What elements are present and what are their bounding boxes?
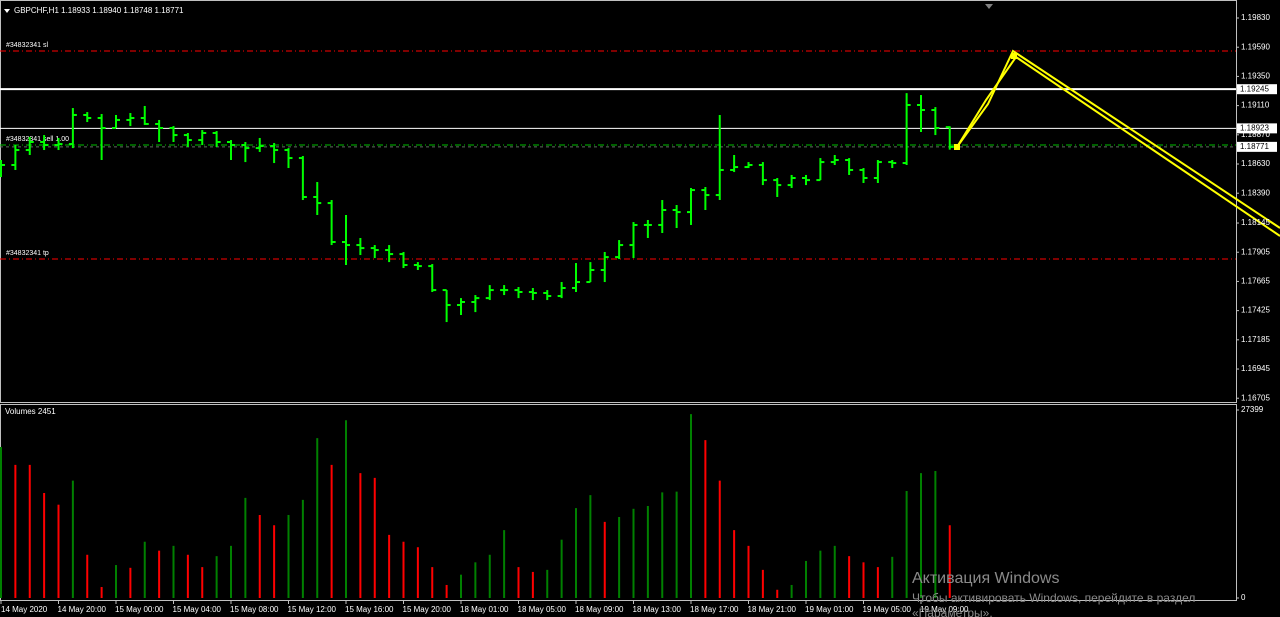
- projection-handle[interactable]: [1011, 53, 1017, 59]
- order-label: #34832341 tp: [6, 250, 49, 257]
- levels: #34832341 sl #34832341 sell 1.00 #34832341…: [0, 42, 1236, 260]
- x-tick-label: 15 May 00:00: [115, 605, 164, 614]
- order-label: #34832341 sell 1.00: [6, 136, 69, 143]
- projection-handle[interactable]: [954, 144, 960, 150]
- bars: [0, 93, 954, 598]
- y-tick-label: 1.17185: [1241, 335, 1270, 344]
- x-tick-label: 18 May 17:00: [690, 605, 739, 614]
- y-tick-label: 1.18390: [1241, 188, 1270, 197]
- x-tick-label: 15 May 16:00: [345, 605, 394, 614]
- projection: [954, 49, 1280, 237]
- shift-marker[interactable]: [985, 4, 993, 9]
- y-tick-label: 1.18630: [1241, 159, 1270, 168]
- price-box: [1237, 123, 1277, 134]
- y-tick-label: 0: [1241, 593, 1246, 602]
- y-tick-label: 1.17665: [1241, 277, 1270, 286]
- y-tick-label: 1.18145: [1241, 218, 1270, 227]
- x-tick-label: 15 May 20:00: [403, 605, 452, 614]
- bid-box-label: 1.18771: [1240, 142, 1269, 151]
- x-tick-label: 18 May 21:00: [748, 605, 797, 614]
- x-tick-label: 18 May 09:00: [575, 605, 624, 614]
- y-tick-label: 27399: [1241, 405, 1264, 414]
- price-box: [1237, 84, 1277, 95]
- y-tick-label: 1.18870: [1241, 130, 1270, 139]
- x-tick-label: 18 May 05:00: [518, 605, 567, 614]
- y-tick-label: 1.19110: [1241, 101, 1270, 110]
- x-tick-label: 19 May 09:00: [920, 605, 969, 614]
- x-tick-label: 18 May 01:00: [460, 605, 509, 614]
- y-tick-label: 1.19830: [1241, 13, 1270, 22]
- x-tick-label: 19 May 01:00: [805, 605, 854, 614]
- watermark-text: «Параметры».: [912, 606, 993, 617]
- order-label: #34832341 sl: [6, 42, 48, 49]
- y-tick-label: 1.16705: [1241, 393, 1270, 402]
- y-tick-label: 1.19590: [1241, 42, 1270, 51]
- y-tick-label: 1.19350: [1241, 72, 1270, 81]
- price-box-label: 1.19245: [1240, 84, 1269, 93]
- symbol-header: GBPCHF,H1 1.18933 1.18940 1.18748 1.1877…: [14, 6, 184, 15]
- x-tick-label: 18 May 13:00: [633, 605, 682, 614]
- projection-line: [956, 55, 1280, 237]
- watermark-title: Активация Windows: [912, 570, 1059, 587]
- price-box-label: 1.18923: [1240, 123, 1269, 132]
- x-tick-label: 14 May 20:00: [58, 605, 107, 614]
- bid-box: [1237, 141, 1277, 152]
- menu-triangle[interactable]: [4, 9, 10, 13]
- x-tick-label: 14 May 2020: [1, 605, 48, 614]
- panel-title: Volumes 2451: [5, 407, 56, 416]
- axes: 1.19830 1.19590 1.19350 1.19110 1.18870 1.186…: [0, 13, 1277, 614]
- y-tick-label: 1.17905: [1241, 247, 1270, 256]
- y-tick-label: 1.16945: [1241, 364, 1270, 373]
- y-tick-label: 1.17425: [1241, 306, 1270, 315]
- x-tick-label: 15 May 12:00: [288, 605, 337, 614]
- watermark-text: Чтобы активировать Windows, перейдите в …: [912, 591, 1195, 605]
- x-tick-label: 19 May 05:00: [863, 605, 912, 614]
- x-tick-label: 15 May 08:00: [230, 605, 279, 614]
- x-tick-label: 15 May 04:00: [173, 605, 222, 614]
- price-frame: [0, 0, 1237, 403]
